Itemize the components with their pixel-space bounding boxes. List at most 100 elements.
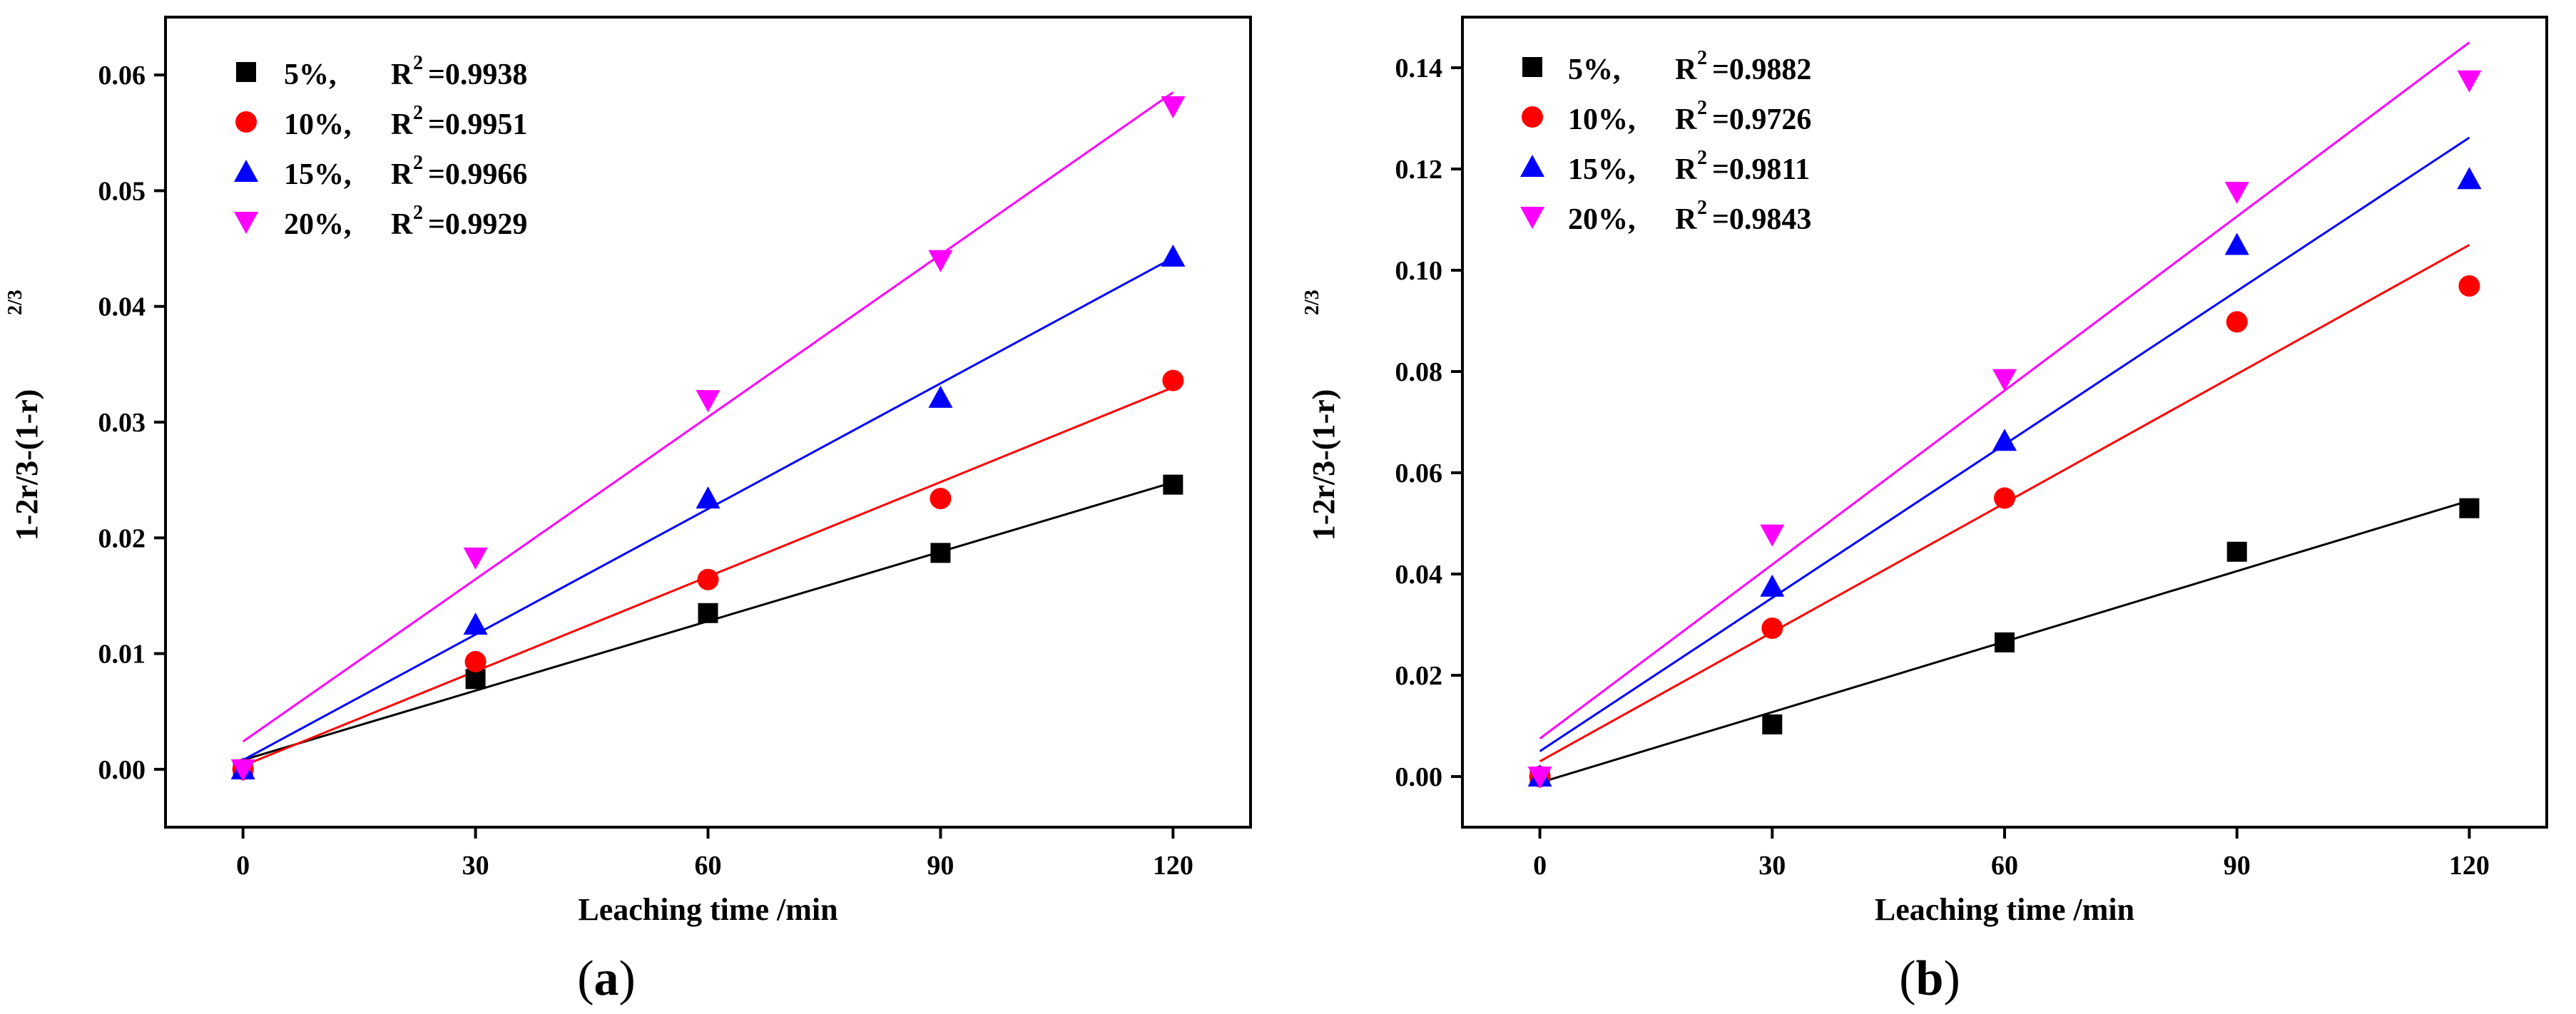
chart-b-x-tick-label: 60 <box>1991 851 2018 881</box>
chart-b-legend-name-1: 5%, <box>1568 53 1621 86</box>
chart-b-y-tick-label: 0.12 <box>1395 155 1443 185</box>
chart-a-legend-name-3: 15%, <box>284 158 352 191</box>
chart-b-x-tick-label: 0 <box>1533 851 1547 881</box>
chart-b-x-tick-label: 30 <box>1758 851 1786 881</box>
chart-a-legend-marker-4 <box>234 212 258 234</box>
chart-b-data-point-series-2 <box>2458 275 2480 297</box>
chart-a-data-point-series-2 <box>464 650 487 672</box>
chart-b-y-tick-label: 0.14 <box>1395 53 1443 83</box>
chart-a-data-point-series-4 <box>463 547 488 570</box>
chart-b-legend-name-3: 15%, <box>1568 153 1636 186</box>
chart-a-data-point-series-1 <box>465 669 486 690</box>
chart-b-legend-name-4: 20%, <box>1568 203 1636 236</box>
chart-b-x-tick-label: 90 <box>2224 851 2251 881</box>
chart-b-group: 0 30 60 90 120 0.00 0.02 0.04 0.06 0.08 0.10 0.12 0.… <box>1301 16 2548 1006</box>
chart-a-data-point-series-1 <box>698 603 718 623</box>
chart-a-legend-r2-superscript-2: 2 <box>413 102 423 124</box>
chart-b-legend-r2-symbol-4: R <box>1675 203 1697 236</box>
chart-b-data-point-series-4 <box>1527 767 1552 789</box>
chart-a-legend-r2-symbol-4: R <box>391 208 413 241</box>
chart-b-y-tick-label: 0.10 <box>1395 256 1443 286</box>
chart-a-group: 0 30 60 90 120 0.00 0.01 0.02 0.03 0.04 0.05 0.06 Le… <box>4 16 1252 1006</box>
chart-a-y-tick-label: 0.06 <box>98 61 146 91</box>
chart-b-plot-frame <box>1461 16 2548 829</box>
chart-b-legend-r2-superscript-4: 2 <box>1697 197 1707 219</box>
chart-b-legend-name-2: 10%, <box>1568 103 1636 136</box>
chart-b-legend-r2-value-2: =0.9726 <box>1712 103 1811 136</box>
chart-b-legend-r2-value-1: =0.9882 <box>1712 53 1811 86</box>
chart-a-legend-r2-value-4: =0.9929 <box>428 208 527 241</box>
chart-b-data-point-series-3 <box>1760 574 1785 597</box>
chart-a-legend-marker-2 <box>235 111 257 133</box>
chart-a-x-tick-label: 60 <box>695 851 722 881</box>
chart-b-legend-r2-value-3: =0.9811 <box>1712 153 1810 186</box>
chart-a-legend-name-2: 10%, <box>284 108 352 141</box>
chart-b-y-tick-label: 0.04 <box>1395 560 1443 590</box>
chart-a-legend-r2-value-2: =0.9951 <box>428 108 527 141</box>
chart-a-y-tick-label: 0.02 <box>98 523 146 553</box>
chart-b-legend-r2-symbol-1: R <box>1675 53 1697 86</box>
chart-a-y-tick-label: 0.04 <box>98 292 146 322</box>
chart-a-legend-marker-1 <box>236 62 256 82</box>
chart-b-panel-label: (b) <box>1899 951 1960 1006</box>
chart-a-data-point-series-3 <box>1161 244 1186 267</box>
chart-b-data-point-series-1 <box>1762 714 1783 734</box>
chart-a-data-point-series-4 <box>928 250 953 272</box>
chart-b-data-point-series-4 <box>1992 369 2017 391</box>
chart-b-data-point-series-3 <box>1992 429 2017 451</box>
chart-b-data-point-series-2 <box>2226 311 2248 333</box>
chart-a-data-point-series-4 <box>696 390 721 413</box>
chart-a-legend-name-1: 5%, <box>284 58 337 91</box>
chart-a-legend-r2-symbol-1: R <box>391 58 413 91</box>
chart-b-legend-r2-symbol-3: R <box>1675 153 1697 186</box>
chart-a-fit-line-series-3 <box>242 257 1174 762</box>
chart-a-data-point-series-3 <box>928 385 953 408</box>
chart-b-y-tick-label: 0.00 <box>1395 762 1443 792</box>
chart-a-data-point-series-1 <box>1163 474 1183 495</box>
chart-a-y-tick-label: 0.03 <box>98 408 146 438</box>
chart-b-data-point-series-2 <box>1761 617 1783 639</box>
chart-a-x-tick-label: 90 <box>927 851 954 881</box>
chart-b-legend-r2-symbol-2: R <box>1675 103 1697 136</box>
chart-a-x-tick-label: 30 <box>462 851 489 881</box>
chart-a-legend-r2-value-3: =0.9966 <box>428 158 527 191</box>
chart-a-data-point-series-2 <box>930 488 952 510</box>
chart-b-data-point-series-3 <box>2224 232 2249 255</box>
chart-a-legend-marker-3 <box>234 160 258 182</box>
chart-a-panel-label: (a) <box>577 951 636 1006</box>
chart-a-y-tick-label: 0.01 <box>98 640 146 670</box>
chart-a-y-tick-label: 0.05 <box>98 176 146 206</box>
chart-a-data-point-series-1 <box>930 543 951 563</box>
chart-a-legend-r2-value-1: =0.9938 <box>428 58 527 91</box>
chart-b-data-point-series-3 <box>2457 167 2482 190</box>
chart-b-legend-marker-2 <box>1522 106 1543 128</box>
chart-b-x-axis-label: Leaching time /min <box>1875 892 2134 927</box>
chart-b-data-point-series-4 <box>2224 181 2249 204</box>
chart-a-y-axis-label: 1-2r/3-(1-r) <box>9 389 44 541</box>
chart-b-data-point-series-1 <box>1995 632 2015 652</box>
chart-b-legend-r2-superscript-1: 2 <box>1697 47 1707 69</box>
chart-a-legend-name-4: 20%, <box>284 208 352 241</box>
chart-a-data-point-series-2 <box>697 568 719 590</box>
chart-a-y-tick-label: 0.00 <box>98 755 146 785</box>
chart-a-y-axis-label-superscript: 2/3 <box>4 290 26 315</box>
chart-a-fit-line-series-4 <box>242 91 1174 743</box>
chart-b-legend-r2-superscript-2: 2 <box>1697 97 1707 119</box>
chart-b-x-tick-label: 120 <box>2449 851 2490 881</box>
chart-a-legend-r2-superscript-1: 2 <box>413 52 423 74</box>
chart-a-data-point-series-3 <box>696 486 721 509</box>
chart-a-legend-r2-symbol-2: R <box>391 108 413 141</box>
chart-b-data-point-series-4 <box>1760 524 1785 547</box>
chart-a-x-tick-label: 120 <box>1153 851 1193 881</box>
chart-b-legend-r2-superscript-3: 2 <box>1697 147 1707 169</box>
chart-b-y-axis-label-superscript: 2/3 <box>1301 290 1323 315</box>
chart-b-legend-r2-value-4: =0.9843 <box>1712 203 1811 236</box>
chart-a-x-tick-label: 0 <box>236 851 250 881</box>
chart-b-data-point-series-1 <box>2459 498 2480 518</box>
chart-a-data-point-series-3 <box>463 613 488 635</box>
chart-b-y-tick-label: 0.08 <box>1395 357 1443 387</box>
chart-b-legend-marker-4 <box>1520 207 1544 229</box>
chart-a-x-axis-label: Leaching time /min <box>578 892 838 927</box>
chart-b-y-axis-label: 1-2r/3-(1-r) <box>1306 389 1341 541</box>
